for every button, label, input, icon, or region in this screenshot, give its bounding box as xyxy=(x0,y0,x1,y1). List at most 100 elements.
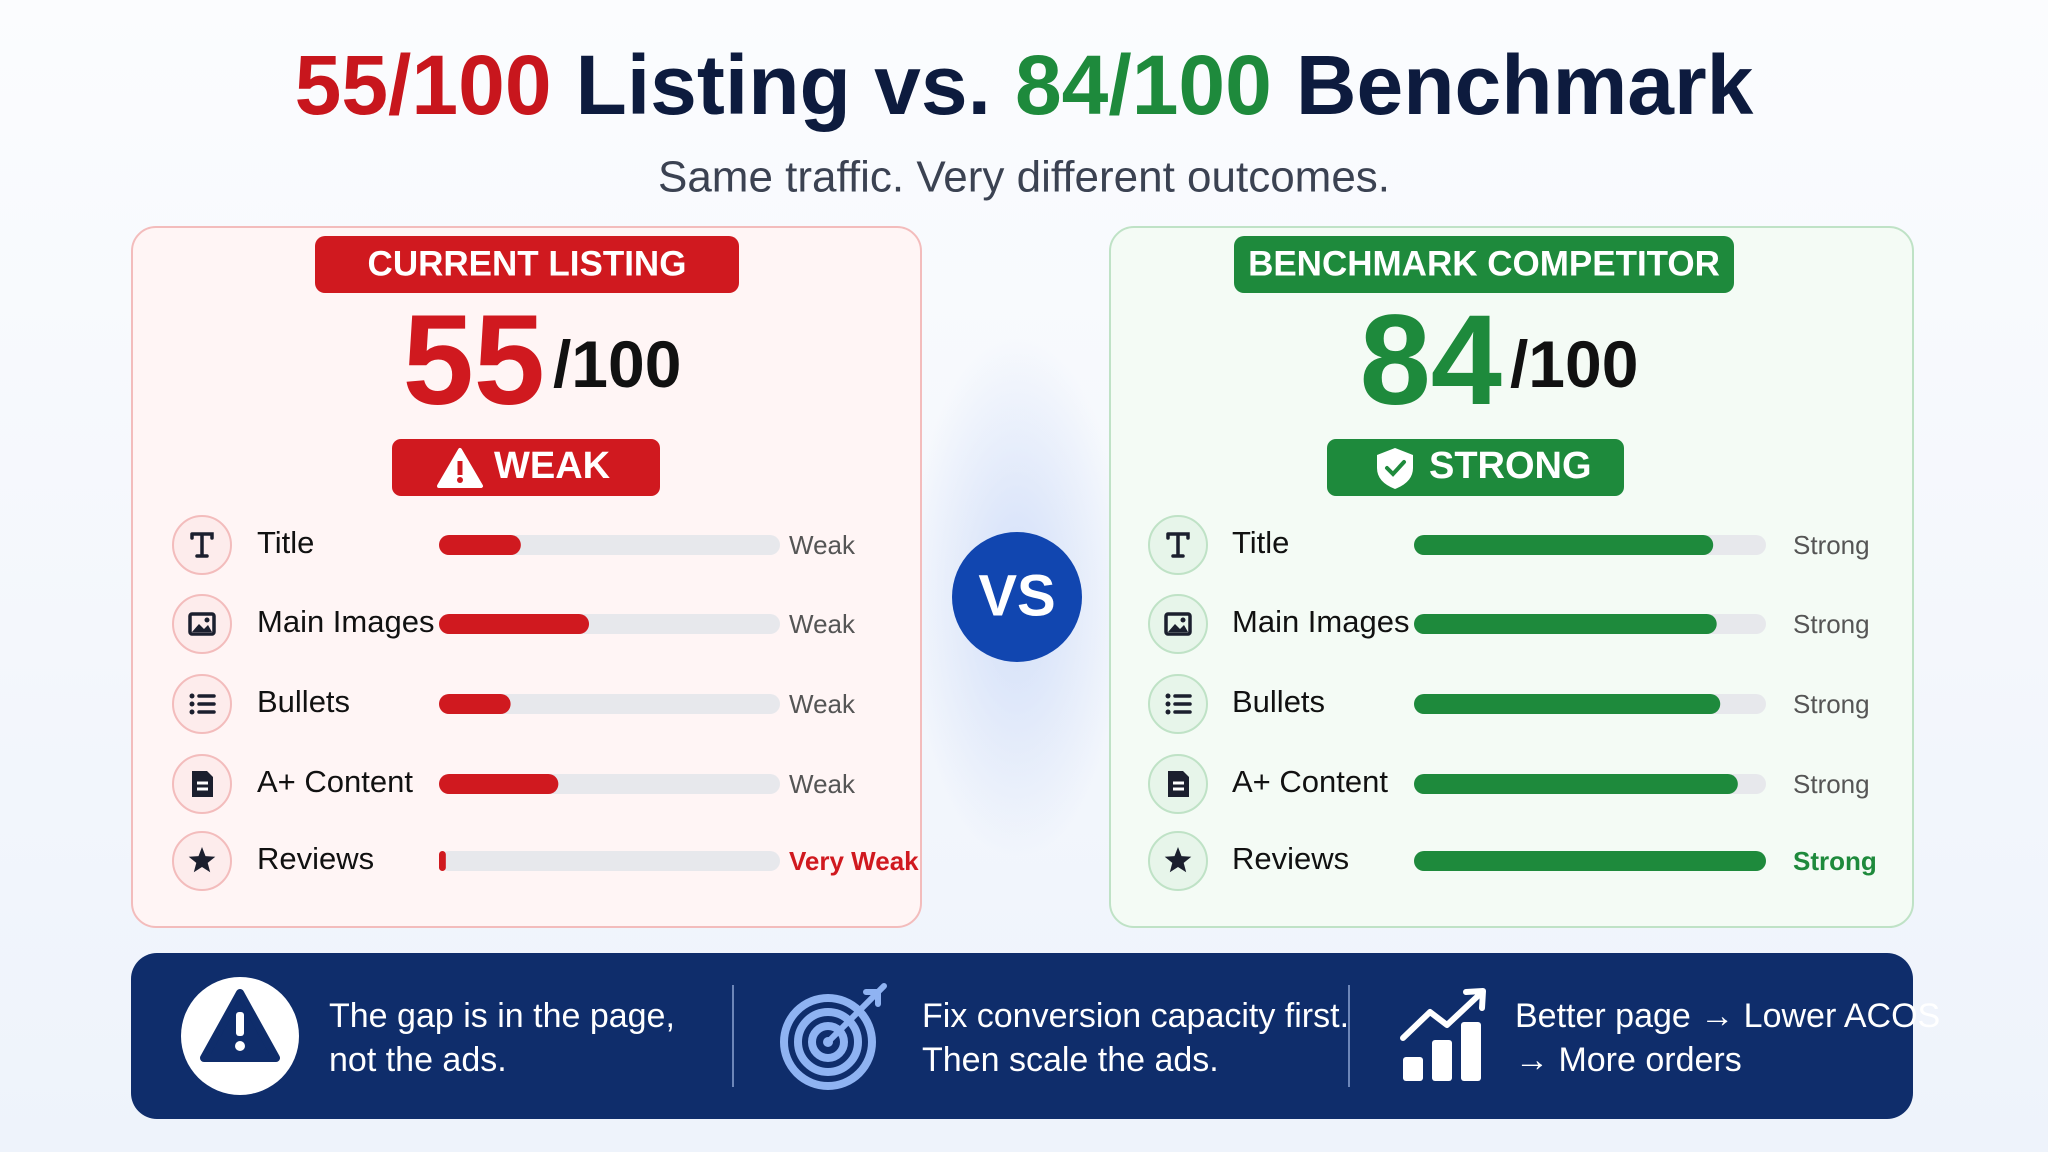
footer-icon xyxy=(827,983,887,1043)
row-icon xyxy=(1164,847,1192,873)
bar xyxy=(1414,694,1721,714)
bar xyxy=(1414,851,1766,871)
row-icon xyxy=(1165,693,1192,715)
icon xyxy=(1166,532,1190,558)
badge-icon xyxy=(1385,460,1406,477)
icon xyxy=(1165,709,1171,715)
row-label: Reviews xyxy=(1232,841,1349,876)
row-icon xyxy=(188,847,216,873)
row-label: Bullets xyxy=(257,684,350,719)
row-label: Bullets xyxy=(1232,684,1325,719)
icon xyxy=(204,617,210,623)
footer-text: The gap is in the page, xyxy=(329,997,675,1035)
row-status: Very Weak xyxy=(789,846,919,876)
score-value: 84 xyxy=(1360,289,1502,432)
row-label: Main Images xyxy=(257,604,434,639)
score-out-of: /100 xyxy=(1510,327,1638,401)
footer xyxy=(131,953,1913,1119)
title-part: Listing vs. xyxy=(576,38,991,132)
bar xyxy=(1414,614,1717,634)
footer-text: → More orders xyxy=(1515,1041,1742,1079)
row-icon-bg xyxy=(1148,594,1208,654)
vs-circle xyxy=(952,532,1082,662)
title-part: 55/100 xyxy=(295,38,552,132)
row-status: Weak xyxy=(789,609,856,639)
row-icon xyxy=(1164,612,1192,636)
icon xyxy=(188,612,216,636)
footer-text: Fix conversion capacity first. xyxy=(922,997,1349,1035)
bar xyxy=(1414,774,1738,794)
badge-icon xyxy=(457,477,463,483)
bar xyxy=(1414,535,1714,555)
row-icon xyxy=(188,612,216,636)
row-icon xyxy=(192,771,213,797)
row-status: Strong xyxy=(1793,689,1870,719)
score: 55/100 xyxy=(403,289,682,432)
row-status: Strong xyxy=(1793,769,1870,799)
panel-label-pill xyxy=(315,236,739,293)
bar xyxy=(439,851,446,871)
footer-text: Better page → Lower ACOS xyxy=(1515,997,1940,1035)
row-label: A+ Content xyxy=(1232,764,1388,799)
score-out-of: /100 xyxy=(553,327,681,401)
score: 84/100 xyxy=(1360,289,1639,432)
icon xyxy=(189,701,195,707)
vs-text: VS xyxy=(978,563,1055,628)
panel-label-pill xyxy=(1234,236,1734,293)
footer-icon xyxy=(794,1008,862,1076)
footer-icon xyxy=(1432,1040,1452,1081)
icon xyxy=(1165,701,1171,707)
row-icon xyxy=(1166,532,1190,558)
row-label: Title xyxy=(1232,525,1289,560)
score-value: 55 xyxy=(403,289,545,432)
row-icon xyxy=(1168,771,1189,797)
icon xyxy=(1165,693,1171,699)
row-label: Main Images xyxy=(1232,604,1409,639)
row-status: Strong xyxy=(1793,530,1870,560)
icon xyxy=(1168,624,1188,632)
icon xyxy=(1164,612,1192,636)
row-status: Strong xyxy=(1793,609,1870,639)
badge-icon xyxy=(1377,448,1413,489)
footer-icon xyxy=(1461,1022,1481,1081)
badge-text: WEAK xyxy=(494,445,611,487)
row-icon xyxy=(190,532,214,558)
bar-track xyxy=(439,851,780,871)
footer-icon xyxy=(1400,988,1486,1041)
bar xyxy=(439,535,521,555)
row-icon-bg xyxy=(172,594,232,654)
footer-text: not the ads. xyxy=(329,1041,507,1079)
footer-icon xyxy=(808,1022,848,1062)
row-icon xyxy=(189,693,216,715)
icon xyxy=(1164,847,1192,873)
row-status: Weak xyxy=(789,689,856,719)
row-label: A+ Content xyxy=(257,764,413,799)
badge-icon xyxy=(457,461,463,475)
row-status: Weak xyxy=(789,769,856,799)
footer-icon xyxy=(235,1041,245,1051)
icon xyxy=(189,693,195,699)
title-part: 84/100 xyxy=(1015,38,1272,132)
row-label: Title xyxy=(257,525,314,560)
badge-text: STRONG xyxy=(1429,445,1592,487)
icon xyxy=(190,532,214,558)
panel-label: BENCHMARK COMPETITOR xyxy=(1248,244,1720,283)
subtitle: Same traffic. Very different outcomes. xyxy=(658,153,1390,202)
bar xyxy=(439,774,559,794)
title: 55/100 Listing vs. 84/100 Benchmark xyxy=(295,38,1754,132)
bar xyxy=(439,694,511,714)
footer-icon xyxy=(236,1012,244,1036)
panel-label: CURRENT LISTING xyxy=(368,244,687,283)
icon xyxy=(188,847,216,873)
bar-track xyxy=(439,535,780,555)
icon xyxy=(189,709,195,715)
panel xyxy=(131,226,922,928)
row-status: Strong xyxy=(1793,846,1877,876)
footer-icon xyxy=(780,994,876,1090)
footer-text: Then scale the ads. xyxy=(922,1041,1219,1079)
bar xyxy=(439,614,590,634)
icon xyxy=(192,624,212,632)
footer-icon xyxy=(1403,1057,1423,1081)
